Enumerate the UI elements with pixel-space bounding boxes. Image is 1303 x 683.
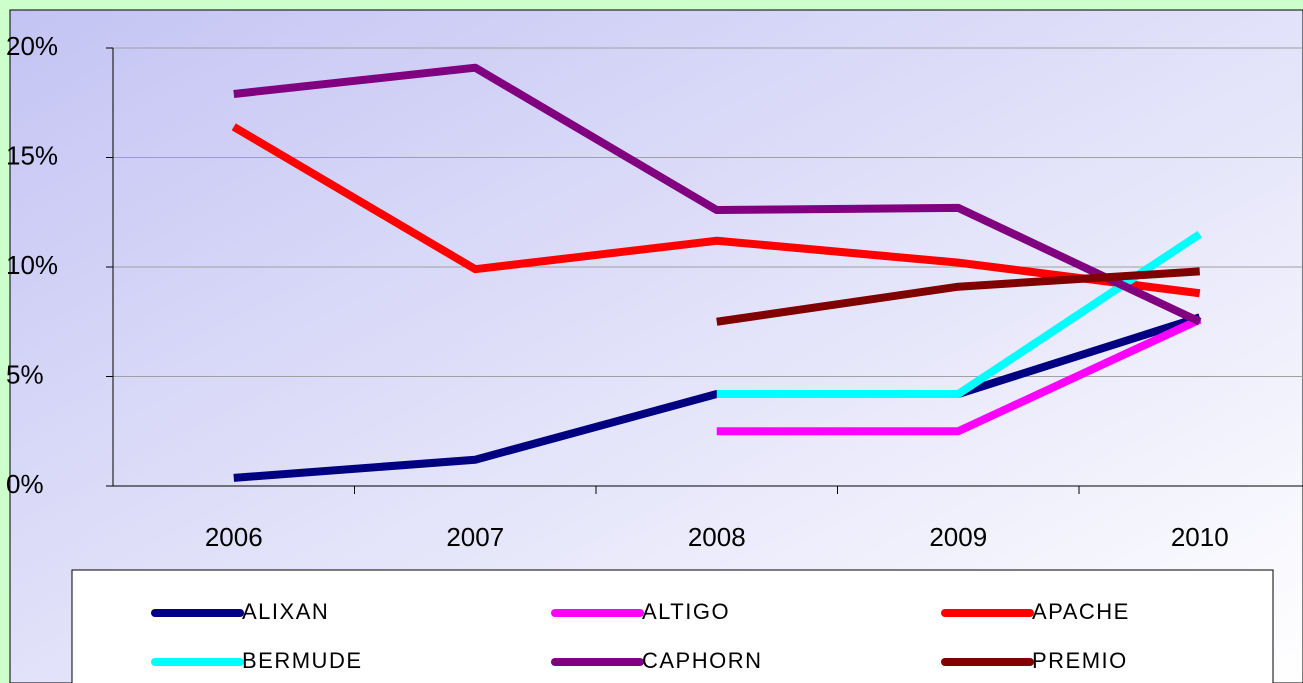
y-tick-label: 5% [6, 359, 44, 389]
legend-label: PREMIO [1032, 648, 1128, 673]
series-line [231, 123, 1201, 298]
legend-label: ALTIGO [642, 599, 730, 624]
x-tick-label: 2010 [1171, 522, 1229, 552]
y-tick-label: 15% [6, 140, 58, 170]
legend-label: CAPHORN [642, 648, 763, 673]
y-tick-label: 20% [6, 31, 58, 61]
y-tick-label: 0% [6, 469, 44, 499]
y-tick-label: 10% [6, 250, 58, 280]
x-tick-label: 2006 [205, 522, 263, 552]
x-tick-label: 2009 [929, 522, 987, 552]
legend-label: APACHE [1032, 599, 1130, 624]
x-tick-label: 2008 [688, 522, 746, 552]
series-line [233, 63, 1202, 326]
legend-label: ALIXAN [242, 599, 329, 624]
x-tick-label: 2007 [446, 522, 504, 552]
legend-box [71, 569, 1274, 683]
legend-label: BERMUDE [242, 648, 363, 673]
series-line [716, 267, 1201, 326]
series-line [716, 315, 1202, 436]
